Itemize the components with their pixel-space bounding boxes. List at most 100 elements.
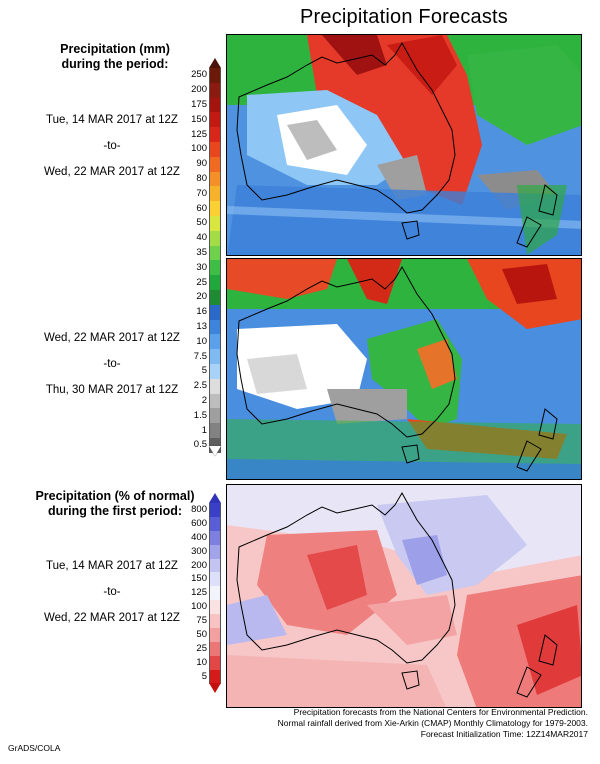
pct-heading-line2: during the first period: — [47, 504, 183, 518]
mm-colorbar — [209, 68, 221, 453]
mm-scale-tick-label: 200 — [191, 84, 207, 96]
pct-scale-tick-label: 125 — [191, 587, 207, 599]
mm-heading-line2: during the period: — [61, 57, 169, 71]
mm-scale-swatch — [209, 68, 221, 83]
pct-scale-tick-label: 800 — [191, 503, 207, 515]
mm-scale-tick-label: 175 — [191, 99, 207, 110]
mm-scale-tick-label: 250 — [191, 69, 207, 81]
mm-scale-tick-label: 150 — [191, 113, 207, 125]
mm-scale-swatch — [209, 334, 221, 350]
pct-scale-swatch — [209, 516, 221, 531]
pct-scale-tick-label: 200 — [191, 559, 207, 571]
footer-line2: Normal rainfall derived from Xie-Arkin (… — [277, 718, 588, 728]
mm-scale-swatch — [209, 171, 221, 187]
mm-scale-swatch — [209, 112, 221, 128]
pct-scale-tick-label: 150 — [191, 573, 207, 585]
mm-scale-tick-label: 5 — [201, 365, 207, 377]
mm-scale-swatch — [209, 289, 221, 305]
mm-scale-swatch — [209, 201, 221, 216]
mm-scale-tick-label: 2.5 — [193, 380, 207, 392]
period1-label: Tue, 14 MAR 2017 at 12Z -to- Wed, 22 MAR… — [14, 107, 210, 185]
footer-line1: Precipitation forecasts from the Nationa… — [293, 707, 588, 717]
page-title: Precipitation Forecasts — [299, 6, 509, 28]
period1-start: Tue, 14 MAR 2017 at 12Z — [46, 114, 178, 126]
mm-scale-tick-label: 125 — [191, 128, 207, 140]
period2-label: Wed, 22 MAR 2017 at 12Z -to- Thu, 30 MAR… — [14, 325, 210, 403]
period3-start: Tue, 14 MAR 2017 at 12Z — [46, 560, 178, 572]
period2-sep: -to- — [103, 358, 121, 370]
pct-scale-tick-label: 5 — [201, 670, 207, 682]
pct-scale-swatch — [209, 558, 221, 573]
mm-scale-tick-label: 30 — [196, 261, 207, 273]
pct-heading-line1: Precipitation (% of normal) — [35, 489, 195, 503]
period1-sep: -to- — [103, 140, 121, 152]
precip-map-period2 — [226, 258, 582, 480]
mm-scale-swatch — [209, 186, 221, 202]
pct-scale-swatch — [209, 544, 221, 559]
mm-scale-swatch — [209, 156, 221, 172]
pct-normal-map — [226, 484, 582, 708]
mm-scale-swatch — [209, 275, 221, 290]
pct-heading: Precipitation (% of normal) during the f… — [20, 489, 210, 519]
pct-scale-tick-label: 25 — [196, 642, 207, 654]
pct-scale-swatch — [209, 628, 221, 642]
pct-scale-swatch — [209, 614, 221, 629]
mm-scale-swatch — [209, 260, 221, 276]
pct-scale-swatch — [209, 641, 221, 656]
mm-scale-tick-label: 100 — [191, 143, 207, 155]
mm-scale-swatch — [209, 127, 221, 142]
mm-scale-swatch — [209, 319, 221, 335]
period3-label: Tue, 14 MAR 2017 at 12Z -to- Wed, 22 MAR… — [14, 553, 210, 631]
mm-scale-tick-label: 60 — [196, 202, 207, 214]
pct-scale-swatch — [209, 669, 221, 684]
pct-scale-top-arrow — [209, 493, 221, 503]
mm-scale-tick-label: 7.5 — [193, 350, 207, 362]
mm-scale-swatch — [209, 349, 221, 364]
mm-scale-tick-label: 90 — [196, 158, 207, 170]
mm-scale-tick-label: 70 — [196, 187, 207, 199]
mm-scale-tick-label: 40 — [196, 232, 207, 244]
pct-scale-swatch — [209, 530, 221, 545]
mm-scale-swatch — [209, 393, 221, 409]
pct-scale-swatch — [209, 572, 221, 587]
pct-scale-swatch — [209, 600, 221, 615]
footer-notes: Precipitation forecasts from the Nationa… — [240, 707, 588, 740]
mm-scale-tick-label: 1.5 — [193, 409, 207, 421]
period3-sep: -to- — [103, 586, 121, 598]
pct-scale-swatch — [209, 503, 221, 517]
pct-colorbar — [209, 503, 221, 684]
mm-scale-tick-label: 1 — [201, 424, 207, 436]
pct-scale-tick-label: 50 — [196, 629, 207, 641]
pct-scale-tick-label: 300 — [191, 545, 207, 557]
credit-label: GrADS/COLA — [8, 743, 61, 753]
mm-scale-bottom-arrow — [209, 446, 221, 456]
mm-scale-swatch — [209, 304, 221, 320]
mm-scale-tick-label: 25 — [196, 276, 207, 288]
period3-end: Wed, 22 MAR 2017 at 12Z — [44, 612, 180, 624]
pct-scale-tick-label: 400 — [191, 531, 207, 543]
mm-scale-tick-label: 0.5 — [193, 439, 207, 451]
mm-scale-tick-label: 20 — [196, 291, 207, 303]
mm-scale-swatch — [209, 408, 221, 424]
mm-scale-swatch — [209, 97, 221, 113]
mm-scale-swatch — [209, 141, 221, 157]
mm-scale-tick-label: 80 — [196, 173, 207, 184]
pct-scale-swatch — [209, 655, 221, 670]
mm-scale-top-arrow — [209, 58, 221, 68]
mm-scale-swatch — [209, 82, 221, 98]
mm-scale-swatch — [209, 215, 221, 231]
mm-scale-tick-label: 13 — [196, 321, 207, 332]
mm-scale-tick-label: 10 — [196, 335, 207, 347]
mm-scale-swatch — [209, 363, 221, 379]
pct-scale-tick-label: 10 — [196, 656, 207, 668]
mm-scale-tick-label: 50 — [196, 217, 207, 229]
pct-tick-labels: 800 600 400 300 200 150 125 100 75 50 25 10 5 — [172, 503, 207, 685]
pct-scale-tick-label: 75 — [196, 615, 207, 627]
mm-scale-swatch — [209, 378, 221, 394]
pct-scale-tick-label: 100 — [191, 601, 207, 613]
precip-map-period1 — [226, 34, 582, 256]
mm-scale-tick-label: 16 — [196, 306, 207, 318]
period2-start: Wed, 22 MAR 2017 at 12Z — [44, 332, 180, 344]
pct-scale-swatch — [209, 586, 221, 601]
footer-line3: Forecast Initialization Time: 12Z14MAR20… — [420, 729, 588, 739]
